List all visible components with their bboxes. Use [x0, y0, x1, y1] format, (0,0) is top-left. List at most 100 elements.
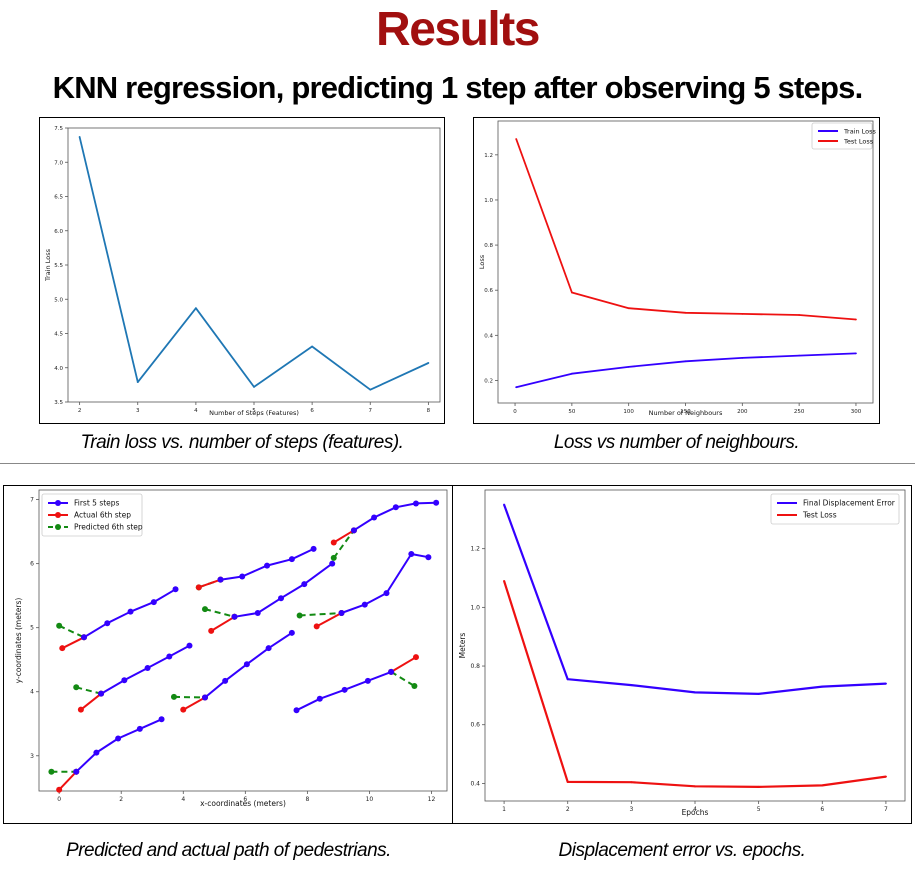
train-loss-data-point	[311, 345, 314, 348]
x-tick-label: 4	[194, 408, 198, 414]
first-steps-point	[433, 499, 440, 506]
legend-box	[811, 122, 873, 150]
x-tick-label: 0	[57, 796, 61, 803]
legend-label: Final Displacement Error	[803, 499, 896, 508]
first-steps-point	[73, 768, 80, 775]
first-steps-point	[121, 677, 128, 684]
first-steps-point	[329, 560, 336, 567]
x-tick-label: 1	[502, 806, 506, 813]
chart-panel-displacement: 1 2 3 4 5 6 7 0.4 0.6 0.8 1.0 1.2 Epochs Meters Final …	[452, 485, 912, 824]
plot-frame	[484, 489, 906, 802]
predicted-step-point	[411, 682, 418, 689]
y-tick-label: 0.8	[484, 243, 493, 249]
actual-step-line	[390, 656, 417, 673]
x-tick-label: 200	[737, 409, 748, 415]
first-steps-point	[150, 599, 157, 606]
predicted-step-point	[296, 612, 303, 619]
train-loss-chart: 2 3 4 5 6 7 8 3.5 4.0 4.5 5.0 5.5 6.0 6.5 7.0 7.5 Number…	[44, 126, 441, 417]
test-loss-data-point	[741, 312, 744, 315]
first-steps-point	[144, 665, 151, 672]
actual-step-point	[313, 623, 320, 630]
first-steps-point	[80, 634, 87, 641]
legend-box	[41, 493, 143, 537]
predicted-step-point	[48, 768, 55, 775]
train-loss-data-point	[369, 388, 372, 391]
legend-marker	[55, 500, 61, 506]
y-tick-label: 6.5	[54, 195, 63, 201]
actual-step-point	[412, 654, 419, 661]
x-tick-label: 5	[252, 408, 256, 414]
predicted-step-line	[75, 686, 102, 695]
x-tick-label: 0	[513, 409, 517, 415]
y-tick-label: 0.6	[470, 722, 480, 729]
train-loss-data-point	[194, 307, 197, 310]
first-steps-point	[186, 642, 193, 649]
chart-panel-train-loss: 2 3 4 5 6 7 8 3.5 4.0 4.5 5.0 5.5 6.0 6.5 7.0 7.5 Number…	[39, 117, 445, 424]
caption-displacement: Displacement error vs. epochs.	[558, 840, 806, 861]
y-tick-label: 5	[30, 625, 34, 632]
legend-label: First 5 steps	[74, 499, 120, 508]
first-steps-point	[231, 613, 238, 620]
predicted-step-line	[173, 695, 206, 699]
y-tick-label: 1.2	[484, 153, 493, 159]
y-tick-label: 4	[30, 689, 34, 696]
predicted-step-point	[56, 622, 63, 629]
predicted-step-line	[204, 608, 235, 618]
y-tick-label: 4.0	[54, 366, 63, 372]
x-tick-label: 6	[820, 806, 824, 813]
first-steps-point	[288, 556, 295, 563]
caption-pedestrian-paths: Predicted and actual path of pedestrians…	[66, 840, 391, 861]
predicted-step-point	[330, 554, 337, 561]
y-tick-label: 3	[30, 753, 34, 760]
x-tick-label: 6	[243, 796, 247, 803]
test-loss-data-point	[694, 785, 696, 788]
y-tick-label: 0.4	[470, 780, 480, 787]
x-axis-label: Number of Neighbours	[649, 409, 723, 417]
y-tick-label: 1.0	[484, 198, 493, 204]
y-tick-label: 0.2	[484, 378, 493, 384]
actual-step-line	[333, 529, 355, 544]
pedestrian-paths-chart: 0 2 4 6 8 10 12 3 4 5 6 7 x-coordinates (meters) y-co…	[14, 489, 448, 808]
x-tick-label: 2	[566, 806, 570, 813]
first-steps-point	[371, 514, 378, 521]
x-tick-label: 250	[794, 409, 805, 415]
x-tick-label: 2	[119, 796, 123, 803]
first-steps-point	[217, 576, 224, 583]
train-loss-data-point	[427, 362, 430, 364]
predicted-step-line	[390, 671, 415, 687]
predicted-step-line	[332, 529, 355, 559]
train-loss-data-point	[515, 386, 518, 389]
x-tick-label: 4	[181, 796, 185, 803]
first-steps-point	[222, 677, 229, 684]
y-tick-label: 1.0	[470, 604, 480, 611]
first-steps-point	[104, 620, 111, 627]
train-loss-data-point	[798, 354, 801, 357]
actual-step-point	[330, 539, 337, 546]
first-steps-line	[341, 553, 429, 614]
first-steps-point	[388, 668, 395, 675]
first-steps-point	[93, 749, 100, 756]
y-tick-label: 3.5	[54, 400, 63, 406]
first-steps-point	[288, 629, 295, 636]
actual-step-line	[80, 692, 102, 711]
y-axis-label: Loss	[478, 254, 486, 269]
x-tick-label: 3	[136, 408, 140, 414]
actual-step-point	[56, 786, 63, 793]
x-axis-label: x-coordinates (meters)	[200, 799, 286, 808]
first-steps-point	[115, 735, 122, 742]
test-loss-data-point	[630, 781, 633, 784]
first-steps-point	[201, 694, 208, 701]
first-steps-point	[254, 609, 261, 616]
predicted-step-line	[299, 612, 342, 617]
first-steps-point	[425, 554, 432, 561]
first-steps-point	[293, 707, 300, 714]
first-steps-point	[98, 690, 105, 697]
test-loss-data-point	[627, 307, 630, 310]
caption-train-loss: Train loss vs. number of steps (features…	[80, 432, 404, 453]
actual-step-line	[58, 771, 77, 791]
legend-label: Train Loss	[843, 127, 877, 135]
train-loss-data-point	[570, 372, 573, 375]
legend-label: Test Loss	[802, 511, 837, 520]
x-tick-label: 50	[568, 409, 575, 415]
y-tick-label: 1.2	[470, 546, 480, 553]
